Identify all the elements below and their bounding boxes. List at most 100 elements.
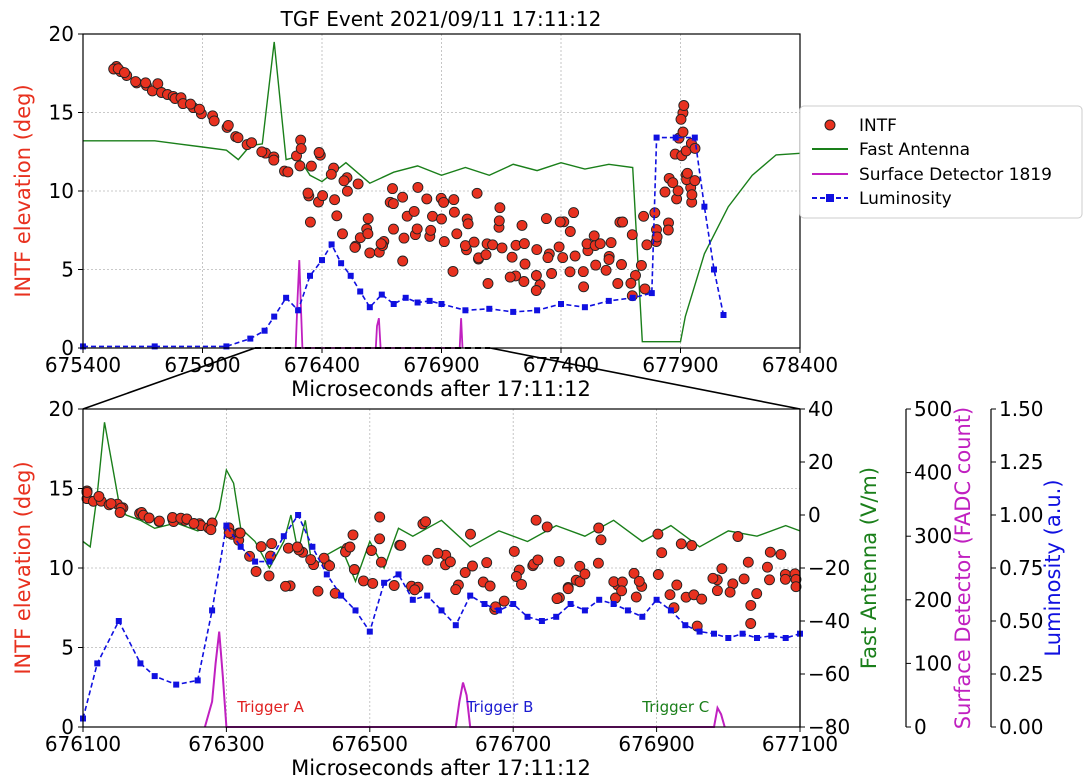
- intf-point: [358, 575, 369, 587]
- luminosity-point: [347, 272, 354, 279]
- intf-point: [268, 154, 280, 166]
- intf-point: [678, 100, 690, 111]
- intf-point: [518, 276, 530, 287]
- intf-point: [412, 181, 424, 193]
- intf-point: [295, 143, 307, 155]
- bottom-ytick-label: 15: [49, 477, 74, 501]
- bottom-xtick-label: 676900: [618, 732, 694, 756]
- intf-point: [667, 177, 679, 189]
- intf-point: [506, 251, 518, 263]
- luminosity-point: [261, 327, 268, 334]
- top-ytick-label: 20: [49, 22, 74, 46]
- luminosity-point: [366, 628, 373, 635]
- intf-point: [595, 534, 607, 546]
- intf-point: [696, 593, 708, 605]
- legend-box: [799, 105, 1083, 219]
- luminosity-point: [366, 304, 373, 311]
- luminosity-point: [725, 635, 732, 641]
- intf-point: [671, 579, 683, 591]
- luminosity-point: [467, 592, 474, 599]
- intf-point: [329, 194, 341, 206]
- intf-point: [348, 564, 360, 575]
- surface-detector-axis-tick-label: 400: [914, 461, 952, 485]
- luminosity-point: [151, 343, 158, 350]
- luminosity-point: [352, 607, 359, 614]
- intf-point: [564, 226, 576, 237]
- intf-point: [349, 241, 361, 253]
- top-xtick-label: 676900: [403, 353, 479, 377]
- intf-point: [493, 215, 505, 227]
- legend-surface-detector-label: Surface Detector 1819: [859, 165, 1052, 185]
- intf-point: [451, 228, 463, 240]
- intf-point: [617, 216, 629, 228]
- intf-point: [459, 567, 471, 578]
- top-ytick-label: 5: [61, 258, 74, 282]
- fast-antenna-axis-tick-label: 40: [808, 397, 833, 421]
- intf-point: [140, 77, 152, 89]
- luminosity-axis-tick-label: 0.50: [999, 609, 1044, 633]
- intf-point: [282, 542, 294, 554]
- intf-point: [468, 236, 480, 248]
- luminosity-point: [209, 607, 216, 614]
- luminosity-point: [495, 607, 502, 614]
- intf-point: [375, 238, 387, 250]
- surface-detector-axis-tick-label: 200: [914, 588, 952, 612]
- intf-point: [325, 168, 337, 180]
- luminosity-point: [280, 533, 287, 540]
- intf-point: [577, 266, 589, 278]
- intf-point: [532, 554, 544, 566]
- intf-point: [664, 589, 676, 601]
- luminosity-point: [424, 592, 431, 599]
- intf-point: [374, 533, 386, 545]
- intf-point: [294, 160, 306, 172]
- top-ytick-label: 10: [49, 179, 74, 203]
- luminosity-point: [510, 601, 517, 607]
- top-xtick-label: 676400: [284, 353, 360, 377]
- intf-point: [569, 250, 581, 262]
- luminosity-point: [283, 294, 290, 301]
- intf-point: [448, 206, 460, 218]
- fast-antenna-axis-tick-label: −60: [808, 662, 850, 686]
- intf-point: [119, 67, 130, 79]
- luminosity-point: [151, 673, 158, 680]
- intf-point: [364, 247, 376, 259]
- intf-point: [337, 228, 348, 240]
- chart-title: TGF Event 2021/09/11 17:11:12: [280, 7, 602, 31]
- intf-point: [313, 147, 325, 158]
- intf-point: [686, 189, 698, 201]
- surface-detector-axis-tick-label: 100: [914, 651, 952, 675]
- intf-point: [324, 560, 336, 572]
- zoom-connector-left: [82, 347, 256, 410]
- intf-point: [530, 285, 542, 296]
- luminosity-point: [395, 571, 402, 578]
- intf-point: [616, 259, 627, 270]
- fast-antenna-axis-tick-label: −80: [808, 715, 850, 739]
- luminosity-point: [115, 618, 122, 624]
- intf-point: [651, 231, 663, 243]
- intf-point: [425, 224, 437, 236]
- intf-point: [496, 242, 508, 254]
- bottom-xtick-label: 677100: [762, 732, 838, 756]
- luminosity-point: [782, 635, 789, 641]
- intf-point: [504, 271, 516, 283]
- intf-point: [662, 224, 674, 236]
- intf-point: [280, 580, 291, 592]
- intf-point: [633, 575, 645, 587]
- intf-point: [790, 581, 802, 593]
- top-panel: 675400 675900 676400 676900 677400 677900 6784…: [11, 22, 838, 401]
- intf-point: [724, 586, 736, 598]
- intf-point: [745, 618, 757, 629]
- zoom-connectors: [82, 347, 801, 410]
- intf-point: [659, 186, 671, 198]
- top-plot-area: [80, 41, 801, 350]
- luminosity-point: [309, 543, 316, 550]
- intf-point: [409, 584, 421, 596]
- fast-antenna-axis-tick-label: −20: [808, 556, 850, 580]
- intf-point: [114, 507, 126, 518]
- intf-point: [612, 278, 624, 289]
- intf-point: [266, 538, 278, 550]
- intf-point: [232, 132, 244, 144]
- intf-point: [93, 490, 105, 502]
- luminosity-point: [696, 628, 703, 635]
- top-ytick-label: 0: [61, 336, 74, 360]
